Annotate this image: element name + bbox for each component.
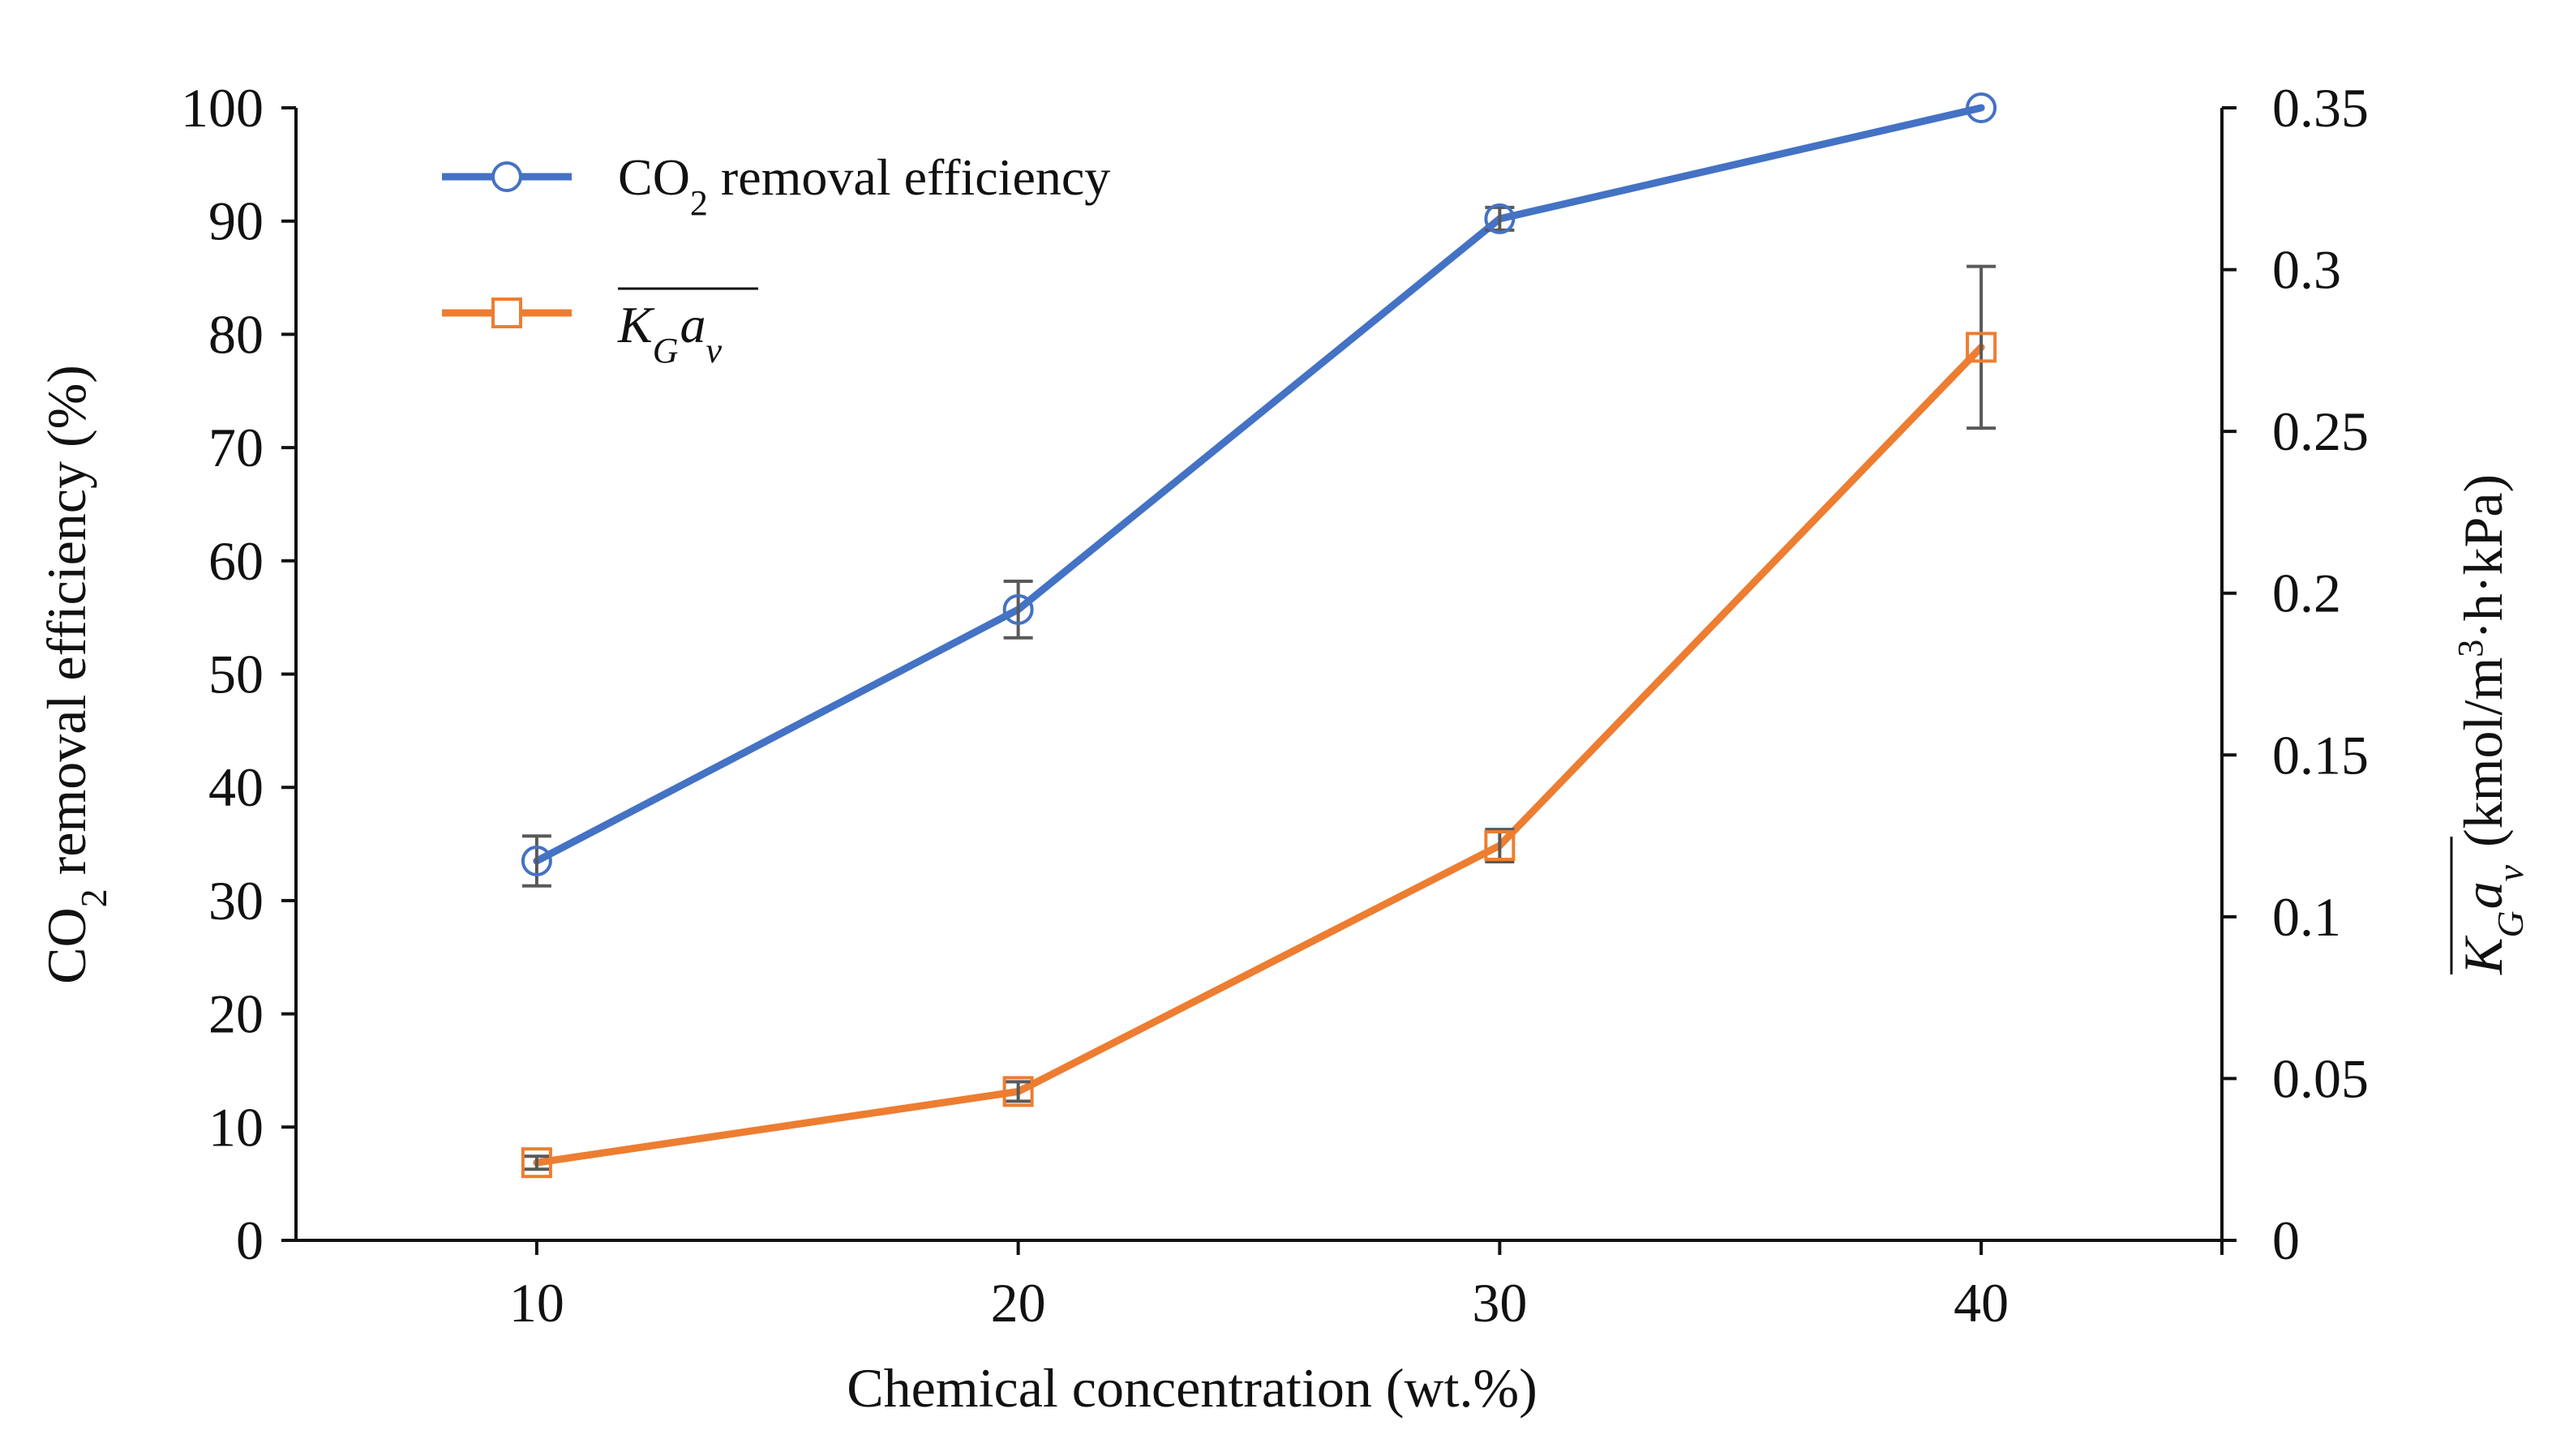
series-co2-efficiency [521,92,1997,888]
series-kgav [521,264,1997,1179]
right-y-tick-label: 0.2 [2272,563,2341,624]
left-y-tick-label: 80 [208,303,264,365]
tick-marks [281,106,2237,1255]
right-y-tick-label: 0.25 [2272,400,2369,462]
data-series [521,92,1997,1179]
data-point-kgav [521,1147,552,1179]
error-bar-kgav [1966,264,1996,430]
right-y-tick-label: 0.3 [2272,239,2341,301]
x-tick-label: 40 [1954,1272,2009,1334]
legend-label-kgav: KGav [617,296,722,370]
x-tick-label: 30 [1472,1272,1527,1334]
left-y-tick-label: 70 [208,417,264,478]
data-point-co2-efficiency [521,846,552,877]
data-point-kgav [1002,1076,1034,1107]
left-y-tick-label: 20 [208,983,264,1045]
legend-marker-circle [491,161,522,192]
left-y-tick-label: 90 [208,191,264,252]
left-y-tick-label: 30 [208,870,264,931]
left-y-tick-label: 60 [208,530,264,592]
data-point-co2-efficiency [1002,593,1034,625]
data-point-co2-efficiency [1484,203,1516,234]
series-line-co2-efficiency [533,104,1985,865]
x-tick-label: 20 [991,1272,1046,1334]
x-axis-title: Chemical concentration (wt.%) [847,1357,1538,1419]
data-point-co2-efficiency [1966,92,1997,123]
x-tick-label: 10 [509,1272,564,1334]
legend-item-kgav: KGav [442,287,758,370]
legend-label-co2-efficiency: CO2 removal efficiency [618,148,1110,223]
tick-labels: 10 20 30 40 0 10 20 30 40 50 60 70 80 90 100 0 0.05 0.1 0.… [181,77,2369,1334]
svg-text:KGav(kmol/m3·h·kPa): KGav(kmol/m3·h·kPa) [2451,474,2531,975]
legend: CO2 removal efficiency KGav [442,148,1110,370]
legend-marker-square [491,298,522,328]
error-bar-co2-efficiency [521,834,551,888]
right-y-tick-label: 0.35 [2272,77,2369,139]
left-y-tick-label: 10 [208,1096,264,1158]
left-y-tick-label: 50 [208,644,264,705]
right-y-tick-label: 0.05 [2272,1047,2369,1109]
data-point-kgav [1484,830,1516,862]
right-y-tick-label: 0.15 [2272,724,2369,786]
axes [294,108,2224,1242]
left-y-axis-title: CO2 removal efficiency (%) [36,365,114,984]
data-point-kgav [1966,332,1997,363]
right-y-tick-label: 0.1 [2272,886,2341,948]
left-y-tick-label: 40 [208,756,264,818]
error-bar-kgav [1485,828,1515,864]
right-y-axis-title: KGav(kmol/m3·h·kPa) [2450,474,2531,975]
legend-item-co2-efficiency: CO2 removal efficiency [442,148,1110,223]
right-y-tick-label: 0 [2272,1210,2300,1271]
error-bar-kgav [521,1154,551,1171]
left-y-tick-label: 0 [236,1210,264,1271]
error-bar-co2-efficiency [1003,579,1033,640]
left-y-tick-label: 100 [181,77,264,139]
series-line-kgav [533,343,1985,1167]
error-bar-kgav [1003,1080,1033,1103]
